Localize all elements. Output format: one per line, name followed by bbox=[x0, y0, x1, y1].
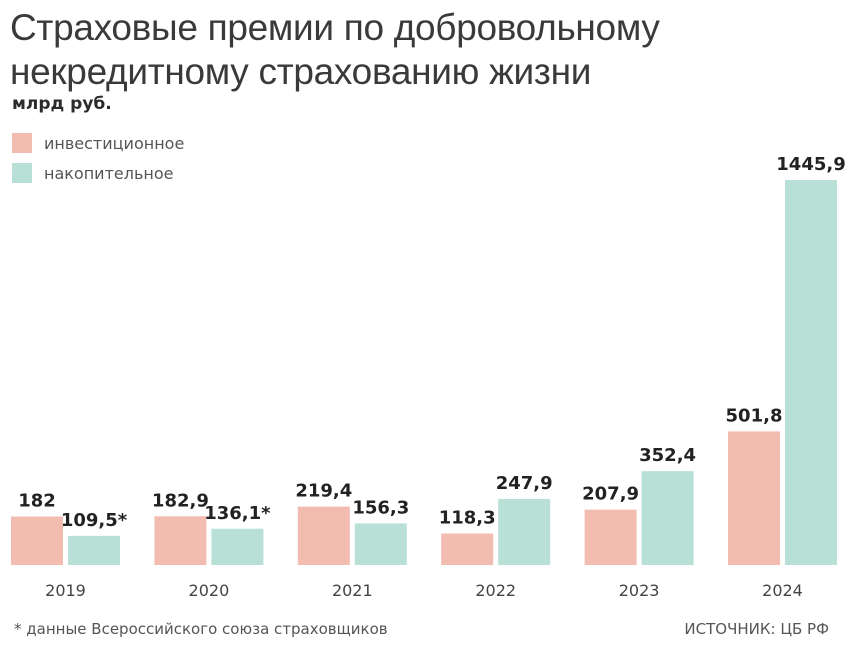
data-label-savings-2022: 247,9 bbox=[496, 473, 553, 494]
legend: инвестиционное накопительное bbox=[12, 128, 184, 188]
chart-title: Страховые премии по добровольному некред… bbox=[10, 7, 660, 92]
x-tick-label-2020: 2020 bbox=[189, 581, 230, 600]
data-label-savings-2019: 109,5* bbox=[61, 510, 128, 531]
legend-swatch-investment bbox=[12, 133, 32, 153]
legend-label-savings: накопительное bbox=[44, 163, 174, 183]
data-label-investment-2020: 182,9 bbox=[152, 490, 209, 511]
footnote: * данные Всероссийского союза страховщик… bbox=[14, 620, 388, 638]
legend-swatch-savings bbox=[12, 163, 32, 183]
data-label-savings-2023: 352,4 bbox=[639, 445, 696, 466]
unit-label: млрд руб. bbox=[12, 94, 112, 114]
bar-investment-2019 bbox=[11, 516, 63, 565]
bar-savings-2023 bbox=[641, 471, 694, 565]
legend-label-investment: инвестиционное bbox=[44, 133, 185, 153]
data-label-investment-2021: 219,4 bbox=[295, 481, 352, 502]
data-label-investment-2023: 207,9 bbox=[582, 484, 639, 505]
x-tick-label-2019: 2019 bbox=[45, 581, 86, 600]
data-label-investment-2024: 501,8 bbox=[726, 405, 783, 426]
data-label-investment-2022: 118,3 bbox=[439, 508, 496, 529]
data-label-savings-2020: 136,1* bbox=[204, 503, 271, 524]
source-label: ИСТОЧНИК: ЦБ РФ bbox=[684, 620, 829, 638]
legend-item-savings: накопительное bbox=[12, 158, 184, 188]
bar-investment-2022 bbox=[441, 533, 494, 565]
x-tick-label-2021: 2021 bbox=[332, 581, 373, 600]
bar-investment-2024 bbox=[728, 431, 780, 565]
bar-savings-2022 bbox=[498, 498, 551, 565]
bar-savings-2024 bbox=[785, 180, 837, 565]
bar-investment-2020 bbox=[154, 516, 207, 565]
x-tick-label-2023: 2023 bbox=[619, 581, 660, 600]
bar-investment-2021 bbox=[297, 506, 350, 565]
bar-savings-2019 bbox=[68, 535, 120, 565]
data-label-investment-2019: 182 bbox=[18, 491, 56, 512]
x-tick-label-2024: 2024 bbox=[762, 581, 803, 600]
bar-savings-2021 bbox=[354, 523, 407, 565]
x-tick-label-2022: 2022 bbox=[475, 581, 516, 600]
bar-investment-2023 bbox=[584, 509, 637, 565]
legend-item-investment: инвестиционное bbox=[12, 128, 184, 158]
data-label-savings-2021: 156,3 bbox=[352, 497, 409, 518]
bar-savings-2020 bbox=[211, 528, 264, 565]
data-label-savings-2024: 1445,9 bbox=[776, 154, 845, 175]
